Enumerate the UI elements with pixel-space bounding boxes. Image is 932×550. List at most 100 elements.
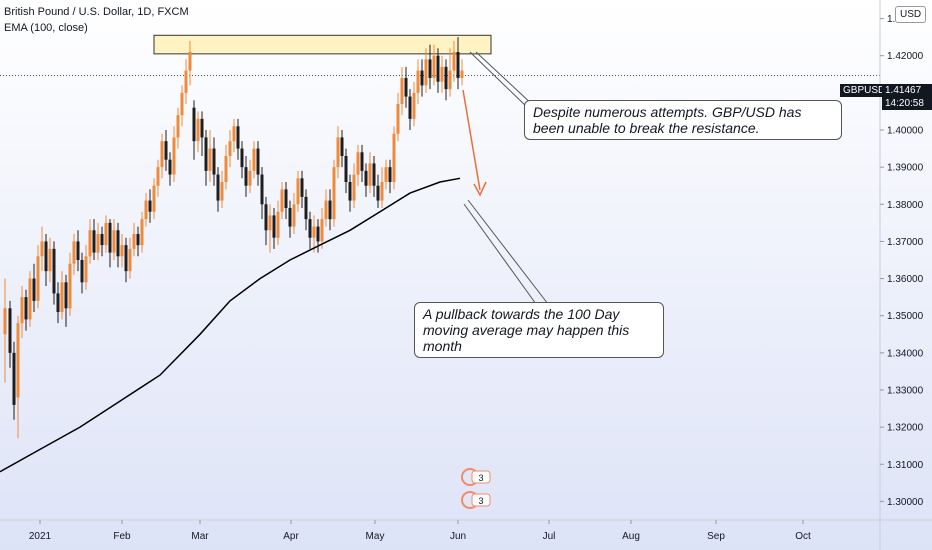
- resistance-rect: [153, 34, 492, 55]
- price-tick-label: 1.37000: [887, 237, 924, 248]
- candle-up: [96, 234, 100, 253]
- candle-down: [32, 278, 36, 301]
- indicator-legend[interactable]: EMA (100, close): [4, 22, 88, 34]
- callout-pointer: [467, 199, 549, 305]
- event-count: 3: [478, 496, 483, 506]
- candle-up: [172, 137, 176, 175]
- price-tick-label: 1.34000: [887, 348, 924, 359]
- time-axis[interactable]: 2021 Feb Mar Apr May Jun Jul Aug Sep Oct: [0, 519, 932, 542]
- candle-up: [224, 156, 228, 182]
- candle-down: [456, 52, 460, 78]
- event-count: 3: [478, 473, 483, 483]
- candle-up: [144, 200, 148, 220]
- candle-down: [244, 167, 248, 186]
- candle-down: [216, 174, 220, 201]
- price-tick-label: 1.32000: [887, 423, 924, 434]
- candle-up: [332, 167, 336, 220]
- candle-down: [76, 241, 80, 260]
- candle-down: [168, 159, 172, 175]
- candle-down: [44, 241, 48, 272]
- price-tick-label: 1.39000: [887, 163, 924, 174]
- candle-down: [304, 196, 308, 220]
- symbol-price-tag: GBPUSD: [840, 84, 889, 97]
- time-tick-label: May: [366, 531, 385, 542]
- candle-up: [40, 241, 44, 257]
- candle-up: [312, 226, 316, 238]
- candle-up: [432, 55, 436, 78]
- candle-down: [100, 234, 104, 246]
- event-markers[interactable]: 33: [461, 468, 491, 509]
- time-tick-label: Jun: [450, 531, 466, 542]
- candle-up: [380, 182, 384, 201]
- candle-up: [416, 70, 420, 93]
- candle-down: [240, 148, 244, 168]
- candle-down: [308, 219, 312, 238]
- candle-up: [140, 219, 144, 246]
- candle-up: [152, 185, 156, 212]
- candle-up: [296, 178, 300, 205]
- currency-button[interactable]: USD: [895, 6, 927, 23]
- candle-down: [364, 170, 368, 186]
- ema-line[interactable]: [0, 177, 461, 473]
- annotations: [462, 51, 549, 305]
- candles: [3, 37, 464, 439]
- candle-down: [64, 282, 68, 309]
- candle-up: [112, 230, 116, 253]
- candle-up: [396, 104, 400, 134]
- candle-down: [344, 156, 348, 182]
- arrow-head: [473, 181, 487, 197]
- candle-down: [388, 167, 392, 182]
- candle-down: [272, 215, 276, 238]
- candle-down: [348, 182, 352, 201]
- candle-up: [280, 189, 284, 212]
- symbol-legend[interactable]: British Pound / U.S. Dollar, 1D, FXCM: [4, 6, 189, 18]
- candle-down: [316, 226, 320, 242]
- resistance-callout[interactable]: Despite numerous attempts. GBP/USD has b…: [524, 100, 842, 140]
- candle-up: [104, 222, 108, 246]
- pullback-arrow: [462, 89, 481, 191]
- candle-down: [428, 59, 432, 78]
- candle-up: [424, 59, 428, 86]
- candle-down: [192, 107, 196, 142]
- candle-up: [368, 163, 372, 186]
- time-tick-label: Jul: [543, 531, 556, 542]
- price-tick-label: 1.42000: [887, 51, 924, 62]
- candle-down: [288, 208, 292, 227]
- ema-100-line: [0, 177, 461, 473]
- candle-down: [360, 152, 364, 171]
- candle-down: [136, 234, 140, 246]
- candle-up: [68, 263, 72, 309]
- price-tick-label: 1.31000: [887, 460, 924, 471]
- candle-up: [448, 70, 452, 90]
- candle-down: [372, 163, 376, 186]
- candle-down: [444, 66, 448, 90]
- time-tick-label: Apr: [283, 531, 299, 542]
- candle-down: [116, 230, 120, 257]
- candle-up: [352, 174, 356, 201]
- time-tick-label: Feb: [113, 531, 131, 542]
- price-tick-label: 1.33000: [887, 386, 924, 397]
- candle-up: [268, 215, 272, 231]
- candle-up: [196, 118, 200, 142]
- candle-up: [72, 241, 76, 264]
- candle-up: [20, 297, 24, 324]
- candle-up: [220, 182, 224, 201]
- candle-up: [3, 308, 7, 335]
- resistance-zone[interactable]: [153, 34, 492, 55]
- price-tick-label: 1.35000: [887, 311, 924, 322]
- pullback-callout[interactable]: A pullback towards the 100 Day moving av…: [414, 302, 664, 358]
- candle-up: [84, 256, 88, 283]
- candle-down: [264, 204, 268, 231]
- candle-up: [232, 126, 236, 142]
- candle-up: [440, 66, 444, 82]
- time-tick-label: Oct: [795, 531, 811, 542]
- candle-up: [60, 282, 64, 312]
- callout-pointer: [469, 51, 529, 109]
- price-axis[interactable]: 1.430001.420001.410001.400001.390001.380…: [879, 0, 924, 550]
- candle-up: [320, 219, 324, 242]
- candle-down: [124, 245, 128, 272]
- candle-up: [160, 141, 164, 168]
- candle-down: [256, 148, 260, 175]
